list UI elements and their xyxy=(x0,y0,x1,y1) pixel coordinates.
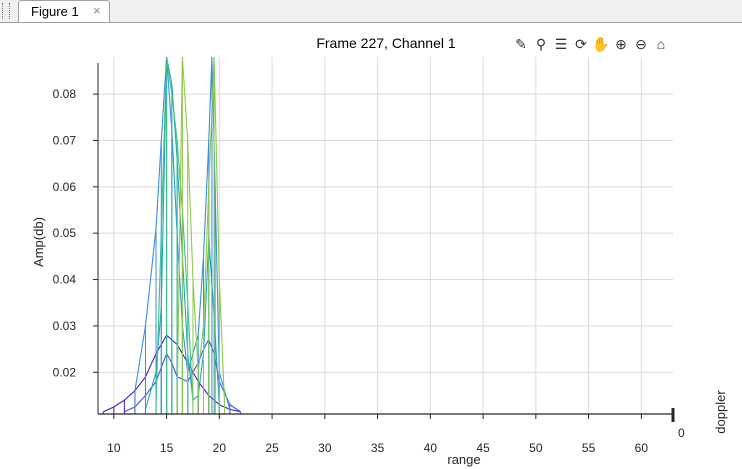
drag-grip-icon[interactable] xyxy=(2,3,10,19)
x-tick-label: 25 xyxy=(265,441,279,455)
zoom-in-icon[interactable]: ⊕ xyxy=(615,36,627,52)
close-icon[interactable]: × xyxy=(93,3,101,18)
y-tick-label: 0.04 xyxy=(53,273,77,287)
x-tick-label: 15 xyxy=(160,441,174,455)
home-icon[interactable]: ⌂ xyxy=(656,36,666,52)
y-tick-label: 0.02 xyxy=(53,365,77,379)
z-axis-label: doppler xyxy=(713,390,728,434)
y-tick-label: 0.07 xyxy=(53,133,77,147)
x-tick-label: 30 xyxy=(318,441,332,455)
y-tick-label: 0.03 xyxy=(53,319,77,333)
plot-area xyxy=(98,57,673,414)
chart-title: Frame 227, Channel 1 xyxy=(316,35,456,51)
x-tick-label: 20 xyxy=(213,441,227,455)
y-tick-label: 0.06 xyxy=(53,180,77,194)
legend-icon[interactable]: ☰ xyxy=(554,36,568,52)
y-axis-label: Amp(db) xyxy=(31,217,46,267)
x-tick-label: 35 xyxy=(371,441,385,455)
series-line xyxy=(176,56,226,405)
y-tick-label: 0.08 xyxy=(53,87,77,101)
tab-figure-1[interactable]: Figure 1 × xyxy=(18,0,110,22)
data-cursor-icon[interactable]: ⚲ xyxy=(535,36,547,52)
z-tick-label: 0 xyxy=(678,426,685,440)
y-tick-label: 0.05 xyxy=(53,226,77,240)
x-tick-label: 45 xyxy=(476,441,490,455)
x-tick-label: 55 xyxy=(582,441,596,455)
pan-icon[interactable]: ✋ xyxy=(592,36,610,52)
rotate-icon[interactable]: ⟳ xyxy=(575,36,587,52)
series-line xyxy=(144,56,220,410)
x-tick-label: 50 xyxy=(529,441,543,455)
x-tick-label: 10 xyxy=(107,441,121,455)
brush-icon[interactable]: ✎ xyxy=(515,36,527,52)
axes-toolbar: ✎ ⚲ ☰ ⟳ ✋ ⊕ ⊖ ⌂ xyxy=(512,34,670,54)
figure-tab-bar: Figure 1 × xyxy=(0,0,742,23)
series-line xyxy=(134,56,231,410)
x-axis-label: range xyxy=(447,452,480,467)
x-tick-label: 40 xyxy=(424,441,438,455)
zoom-out-icon[interactable]: ⊖ xyxy=(635,36,647,52)
x-tick-label: 60 xyxy=(635,441,649,455)
tab-label: Figure 1 xyxy=(31,4,79,19)
